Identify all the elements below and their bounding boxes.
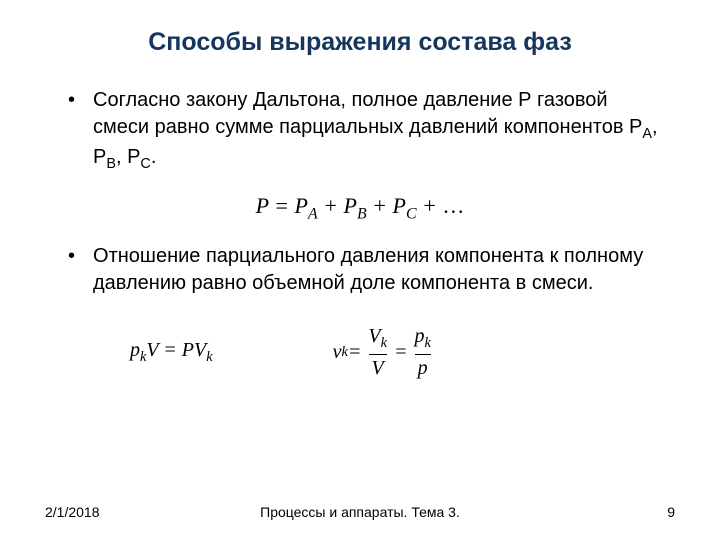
f1-dots: … bbox=[442, 193, 464, 218]
formula-dalton-expr: P = PA + PB + PC + … bbox=[256, 193, 465, 223]
bullet-2: • Отношение парциального давления компон… bbox=[60, 243, 660, 297]
bullet-1-text: Согласно закону Дальтона, полное давлени… bbox=[93, 87, 660, 175]
formula-nu: νk = Vk V = pk p bbox=[333, 325, 438, 380]
frac-pk: pk p bbox=[411, 325, 433, 380]
slide-footer: 2/1/2018 Процессы и аппараты. Тема 3. 9 bbox=[0, 504, 720, 520]
f1-PC: P bbox=[393, 193, 406, 218]
f2l-p: p bbox=[130, 339, 140, 361]
f1-plus1: + bbox=[318, 193, 344, 218]
f1-subC: C bbox=[406, 205, 417, 222]
f2r-nu: ν bbox=[333, 341, 342, 364]
f1-PB: P bbox=[344, 193, 357, 218]
f2l-eq: = bbox=[158, 339, 182, 361]
bullet-1: • Согласно закону Дальтона, полное давле… bbox=[60, 87, 660, 175]
f2l-P2: PV bbox=[182, 339, 206, 361]
f2r-eq2: = bbox=[394, 341, 408, 364]
bullet-marker: • bbox=[68, 87, 75, 175]
f1-subA: A bbox=[308, 205, 318, 222]
formula-pv: pkV = PVk bbox=[130, 339, 213, 366]
f2l-V: V bbox=[146, 339, 158, 361]
sub-c: С bbox=[140, 156, 150, 172]
sub-b: В bbox=[106, 156, 116, 172]
sub-a: А bbox=[642, 126, 652, 142]
vk-num-sub: k bbox=[381, 335, 387, 351]
f1-PA: P bbox=[295, 193, 308, 218]
frac-vk: Vk V bbox=[365, 325, 390, 380]
bullet-1-text-before: Согласно закону Дальтона, полное давлени… bbox=[93, 89, 642, 138]
frac-vk-num: Vk bbox=[365, 325, 390, 354]
f1-plus3: + bbox=[417, 193, 443, 218]
pk-num-sub: k bbox=[424, 335, 430, 351]
f1-P: P bbox=[256, 193, 269, 218]
footer-page: 9 bbox=[535, 504, 675, 520]
f2l-k2: k bbox=[206, 349, 212, 365]
frac-pk-num: pk bbox=[411, 325, 433, 354]
bullet-1-mid2: , Р bbox=[116, 146, 140, 168]
vk-num-v: V bbox=[368, 325, 380, 347]
formula-row: pkV = PVk νk = Vk V = pk p bbox=[60, 325, 660, 380]
bullet-marker-2: • bbox=[68, 243, 75, 297]
pk-num-p: p bbox=[414, 325, 424, 347]
frac-vk-den: V bbox=[369, 354, 387, 380]
f1-subB: B bbox=[357, 205, 367, 222]
f1-eq: = bbox=[269, 193, 295, 218]
footer-center: Процессы и аппараты. Тема 3. bbox=[185, 504, 535, 520]
slide-title: Способы выражения состава фаз bbox=[60, 28, 660, 57]
bullet-2-text: Отношение парциального давления компонен… bbox=[93, 243, 660, 297]
f2r-eq1: = bbox=[348, 341, 362, 364]
bullet-1-after: . bbox=[151, 146, 157, 168]
frac-pk-den: p bbox=[415, 354, 431, 380]
formula-dalton: P = PA + PB + PC + … bbox=[60, 193, 660, 223]
f1-plus2: + bbox=[367, 193, 393, 218]
footer-date: 2/1/2018 bbox=[45, 504, 185, 520]
